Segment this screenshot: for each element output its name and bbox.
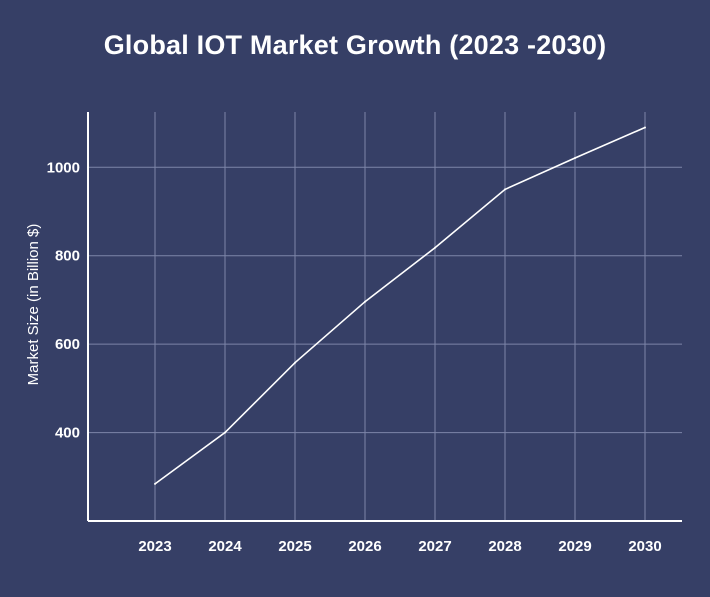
data-point xyxy=(434,246,436,249)
data-point xyxy=(644,126,646,129)
x-tick-label: 2027 xyxy=(418,538,451,555)
x-tick-label: 2030 xyxy=(628,538,661,555)
x-tick-label: 2023 xyxy=(138,538,171,555)
y-axis-title: Market Size (in Billion $) xyxy=(25,224,42,386)
x-tick-label: 2025 xyxy=(278,538,311,555)
x-tick-label: 2029 xyxy=(558,538,591,555)
y-tick-label: 1000 xyxy=(47,159,80,176)
y-tick-label: 800 xyxy=(55,248,80,265)
series-line xyxy=(154,126,646,485)
data-point xyxy=(154,482,156,485)
x-tick-label: 2028 xyxy=(488,538,521,555)
x-tick-label: 2026 xyxy=(348,538,381,555)
x-tick-label: 2024 xyxy=(208,538,242,555)
data-point xyxy=(364,300,366,303)
data-point xyxy=(224,431,226,434)
data-point xyxy=(574,156,576,159)
y-tick-label: 400 xyxy=(55,425,80,442)
chart-title: Global IOT Market Growth (2023 -2030) xyxy=(103,30,607,60)
data-point xyxy=(504,188,506,191)
data-point xyxy=(294,361,296,364)
y-tick-label: 600 xyxy=(55,336,80,353)
